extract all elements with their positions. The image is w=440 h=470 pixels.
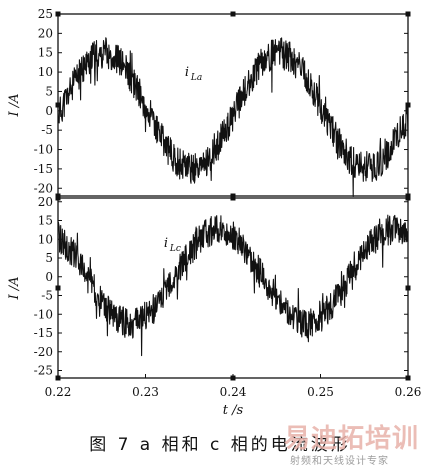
y-tick-label: 0 <box>45 270 53 284</box>
frame-marker <box>405 285 411 291</box>
frame-marker <box>230 195 236 201</box>
y-axis-label: I /A <box>7 93 22 117</box>
frame-marker <box>405 195 411 201</box>
shared-time-axis: 0.22 0.23 0.24 0.25 0.26 t /s <box>45 374 422 418</box>
x-tick-label: 0.26 <box>395 385 422 399</box>
figure-caption: 图 7 a 相和 c 相的电流波形 <box>89 435 351 455</box>
frame-marker <box>55 285 61 291</box>
y-tick-label: 15 <box>38 214 53 228</box>
y-tick-label: 0 <box>45 104 53 118</box>
series-label: i <box>185 65 189 80</box>
y-tick-label: 25 <box>38 7 53 21</box>
frame-marker <box>55 102 61 108</box>
y-tick-label: 5 <box>45 251 53 265</box>
watermark-sub-text: 射频和天线设计专家 <box>290 456 389 467</box>
y-tick-label: -20 <box>34 345 53 359</box>
y-tick-label: -10 <box>34 307 53 321</box>
frame-marker <box>55 195 61 201</box>
phase-c-current-panel: 20 15 10 5 0 -5 -10 -15 -20 -25 I /A i Lc <box>7 195 411 381</box>
x-tick-label: 0.23 <box>132 385 159 399</box>
waveform-i-lc <box>57 214 409 357</box>
y-axis-label: I /A <box>7 276 22 300</box>
y-tick-label: 20 <box>38 26 53 40</box>
frame-marker <box>405 102 411 108</box>
series-label-subscript: Lc <box>169 244 181 254</box>
y-tick-label: -15 <box>34 162 53 176</box>
x-tick-label: 0.25 <box>307 385 334 399</box>
y-tick-label: -10 <box>34 143 53 157</box>
y-tick-label: 20 <box>38 195 53 209</box>
y-tick-label: -20 <box>34 181 53 195</box>
waveform-i-la <box>57 37 409 198</box>
x-tick-label: 0.22 <box>45 385 72 399</box>
frame-marker <box>230 11 236 17</box>
x-tick-label: 0.24 <box>220 385 247 399</box>
series-label-subscript: La <box>190 73 202 83</box>
y-tick-label: 10 <box>38 65 53 79</box>
y-tick-label: -25 <box>34 364 53 378</box>
phase-a-current-panel: 25 20 15 10 5 0 -5 -10 -15 -20 I /A i La <box>7 7 411 199</box>
y-tick-label: -15 <box>34 326 53 340</box>
watermark-main-text: 易迪拓培训 <box>284 424 420 454</box>
y-tick-label: 15 <box>38 46 53 60</box>
watermark: 易迪拓培训 射频和天线设计专家 <box>270 418 440 470</box>
x-axis-label: t /s <box>223 403 244 418</box>
series-label: i <box>164 236 168 251</box>
y-tick-label: 10 <box>38 232 53 246</box>
y-tick-label: -5 <box>41 289 53 303</box>
y-tick-label: -5 <box>41 123 53 137</box>
y-tick-label: 5 <box>45 84 53 98</box>
